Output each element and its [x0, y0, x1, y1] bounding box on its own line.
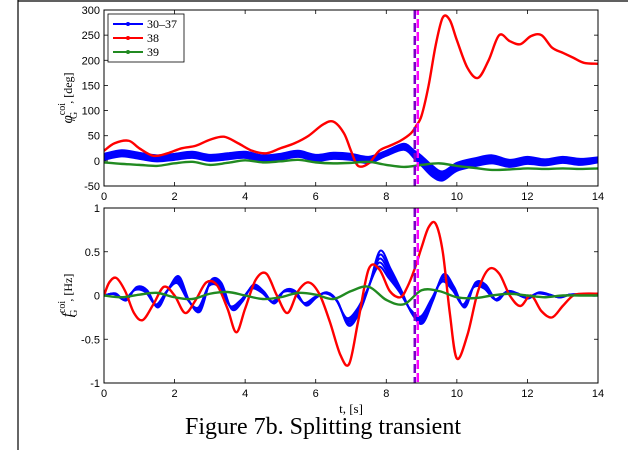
x-tick-label: 4 — [242, 191, 248, 203]
y-axis-label: φcoiG , [deg] — [57, 72, 80, 123]
x-tick-label: 2 — [172, 191, 178, 203]
y-tick-label: 250 — [82, 30, 100, 42]
series-line-39 — [104, 285, 598, 306]
legend-swatch-marker — [126, 36, 130, 40]
y-label-main: f — [60, 311, 76, 317]
x-tick-label: 10 — [451, 191, 463, 203]
x-tick-label: 10 — [451, 388, 463, 400]
x-tick-label: 8 — [383, 388, 389, 400]
y-label-sub: G — [69, 310, 80, 317]
x-tick-label: 12 — [521, 191, 533, 203]
x-tick-label: 8 — [383, 191, 389, 203]
y-tick-label: -1 — [90, 378, 100, 390]
x-tick-label: 14 — [592, 191, 604, 203]
y-tick-label: 1 — [94, 203, 100, 215]
y-axis-label: fcoiG , [Hz] — [57, 274, 80, 318]
x-tick-label: 2 — [172, 388, 178, 400]
series-line-30–37-3 — [104, 253, 598, 325]
y-label-unit: , [deg] — [61, 72, 75, 103]
y-tick-label: -50 — [84, 181, 100, 193]
y-tick-label: 200 — [82, 55, 100, 67]
series-line-30–37 — [104, 145, 598, 178]
x-tick-label: 4 — [242, 388, 248, 400]
plot-frame — [103, 207, 599, 384]
plot-frame — [103, 9, 599, 187]
legend-swatch-marker — [126, 22, 130, 26]
series-line-38 — [104, 220, 598, 367]
y-tick-label: 300 — [82, 5, 100, 17]
y-tick-label: 150 — [82, 80, 100, 92]
legend-swatch-marker — [126, 50, 130, 54]
y-label-sub: G — [69, 112, 80, 119]
x-tick-label: 14 — [592, 388, 604, 400]
x-tick-label: 6 — [313, 191, 319, 203]
y-label-sup: coi — [57, 301, 68, 313]
y-tick-label: 0.5 — [85, 247, 100, 259]
legend-entry: 30–37 — [147, 17, 177, 31]
panel-2: 0 2 4 6 8 10 12 14 1 0.5 0 -0.5 -1 fcoiG , [Hz] t, [s] — [57, 203, 604, 416]
legend-entry: 38 — [147, 31, 159, 45]
legend-entry: 39 — [147, 45, 159, 59]
x-tick-label: 0 — [101, 388, 107, 400]
series-line-39 — [104, 158, 598, 172]
series-line-38 — [104, 14, 598, 168]
x-tick-label: 6 — [313, 388, 319, 400]
y-tick-label: 100 — [82, 106, 100, 118]
y-label-main: φ — [60, 115, 76, 123]
y-tick-label: 50 — [88, 131, 100, 143]
y-tick-label: 0 — [94, 156, 100, 168]
x-tick-label: 0 — [101, 191, 107, 203]
plot-area — [104, 14, 598, 182]
y-label-sup: coi — [57, 103, 68, 115]
figure-caption: Figure 7b. Splitting transient — [185, 414, 461, 440]
y-label-unit: , [Hz] — [61, 274, 75, 302]
x-tick-label: 12 — [521, 388, 533, 400]
plot-area — [104, 220, 598, 367]
y-tick-label: -0.5 — [81, 334, 100, 346]
x-axis-label: t, [s] — [339, 401, 363, 416]
y-tick-label: 0 — [94, 291, 100, 303]
